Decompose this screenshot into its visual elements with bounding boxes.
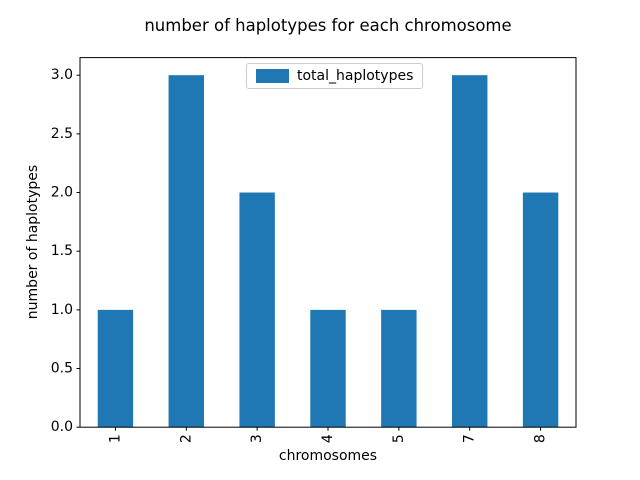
bar-chr3 [239,192,275,428]
bar-chr5 [381,309,417,428]
legend: total_haplotypes [246,63,424,89]
y-tick-label: 0.5 [51,361,73,377]
x-tick-label: 8 [533,434,549,443]
bar-chr7 [452,75,488,428]
x-tick-label: 7 [462,434,478,443]
x-tick-label: 2 [178,434,194,443]
x-tick-label: 3 [249,434,265,443]
y-tick-label: 0.0 [51,419,73,435]
x-axis-label: chromosomes [278,448,378,464]
bar-chr4 [310,309,346,428]
legend-label: total_haplotypes [297,68,414,84]
bar-chr2 [168,75,204,428]
y-tick-label: 3.0 [51,67,73,83]
y-tick-label: 2.0 [51,185,73,201]
x-tick-label: 4 [320,434,336,443]
y-tick-label: 1.5 [51,243,73,259]
x-tick-label: 1 [107,434,123,443]
y-tick-label: 1.0 [51,302,73,318]
legend-swatch [256,69,289,83]
bar-chr1 [97,309,134,428]
chart-title: number of haplotypes for each chromosome [144,16,512,35]
y-axis-label: number of haplotypes [25,164,41,320]
x-tick-label: 5 [391,434,407,443]
bar-chr8 [522,192,559,428]
y-tick-label: 2.5 [51,126,73,142]
